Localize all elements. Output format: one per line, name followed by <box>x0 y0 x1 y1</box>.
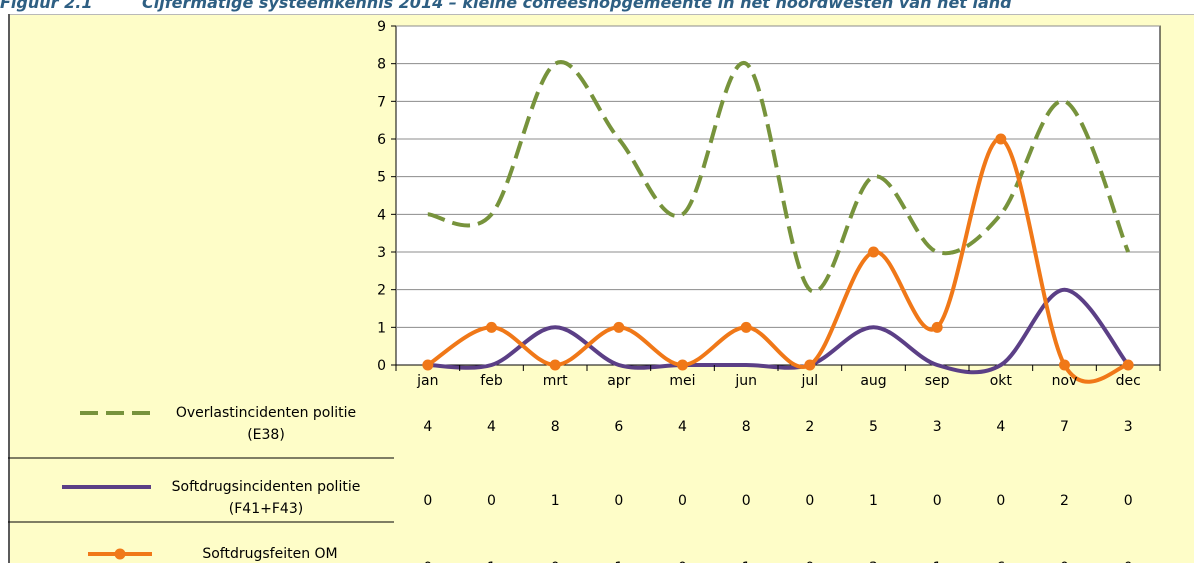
legend-sublabel: (F41+F43) <box>229 501 303 517</box>
table-cell: 0 <box>614 493 623 509</box>
series-marker-2 <box>804 359 816 371</box>
data-table: Overlastincidenten politie (E38) 4 4 8 6 4 8 2 5 3… <box>8 405 1133 563</box>
series-marker-2 <box>995 133 1007 145</box>
series-line-1 <box>427 287 1130 375</box>
series-marker-2 <box>422 359 434 371</box>
figure-number: Figuur 2.1 <box>0 0 93 12</box>
series-lines <box>426 60 1131 384</box>
panel-top-rule <box>8 14 1194 15</box>
table-cell: 4 <box>423 419 432 435</box>
table-cell: 1 <box>487 560 496 563</box>
y-tick-label: 1 <box>377 320 386 336</box>
table-cell: 3 <box>1124 419 1133 435</box>
x-tick-label: nov <box>1052 373 1078 389</box>
table-cell: 7 <box>1060 419 1069 435</box>
series-line-2 <box>426 137 1129 384</box>
table-cell: 1 <box>614 560 623 563</box>
series-marker-2 <box>486 321 497 333</box>
legend-label: Overlastincidenten politie <box>176 405 356 421</box>
table-cell: 3 <box>933 419 942 435</box>
table-cell: 4 <box>996 419 1005 435</box>
series-marker-2 <box>677 359 688 371</box>
table-cell: 1 <box>742 560 751 563</box>
table-cell: 0 <box>996 493 1005 509</box>
legend-sublabel: (E38) <box>247 427 285 443</box>
gridlines <box>396 25 1160 328</box>
x-tick-label: okt <box>990 373 1013 389</box>
table-cell: 0 <box>805 493 814 509</box>
table-cell: 0 <box>1060 560 1069 563</box>
table-cell: 0 <box>423 560 432 563</box>
x-tick-label: mrt <box>543 373 568 389</box>
y-tick-label: 6 <box>377 132 386 148</box>
series-marker-2 <box>1122 359 1134 371</box>
y-tick-label: 3 <box>377 245 386 261</box>
figure-caption: Figuur 2.1 Cijfermatige systeemkennis 201… <box>0 0 1198 15</box>
x-tick-label: feb <box>480 373 503 389</box>
table-cell: 2 <box>805 419 814 435</box>
table-cell: 1 <box>933 560 942 563</box>
series-marker-2 <box>931 321 943 333</box>
table-cell: 0 <box>1124 560 1133 563</box>
legend-marker-2 <box>114 548 126 560</box>
x-tick-label: sep <box>925 373 950 389</box>
table-cell: 0 <box>805 560 814 563</box>
x-tick-label: mei <box>669 373 695 389</box>
series-marker-2 <box>613 321 625 333</box>
table-cell: 6 <box>614 419 623 435</box>
y-tick-label: 8 <box>377 57 386 73</box>
series-marker-2 <box>740 321 752 333</box>
legend-label: Softdrugsincidenten politie <box>172 479 361 495</box>
table-cell: 6 <box>996 560 1005 563</box>
y-tick-label: 7 <box>377 94 386 110</box>
table-cell: 0 <box>487 493 496 509</box>
x-tick-label: jun <box>734 373 757 389</box>
plot-area <box>395 25 1161 366</box>
y-tick-label: 4 <box>377 207 386 223</box>
table-cell: 0 <box>423 493 432 509</box>
table-cell: 0 <box>551 560 560 563</box>
x-tick-label: apr <box>607 373 630 389</box>
x-tick-label: jan <box>416 373 438 389</box>
table-cell: 2 <box>1060 493 1069 509</box>
table-cell: 8 <box>742 419 751 435</box>
x-tick-label: jul <box>801 373 819 389</box>
table-cell: 0 <box>933 493 942 509</box>
y-axis: 0 1 2 3 4 5 6 7 8 9 <box>377 19 396 374</box>
table-cell: 0 <box>678 560 687 563</box>
legend-label: Softdrugsfeiten OM <box>202 546 337 562</box>
series-marker-2 <box>1059 359 1070 371</box>
y-tick-label: 5 <box>377 170 386 186</box>
table-cell: 8 <box>551 419 560 435</box>
table-cell: 3 <box>869 560 878 563</box>
y-tick-label: 9 <box>377 19 386 35</box>
series-marker-2 <box>868 246 879 258</box>
y-tick-label: 0 <box>377 358 386 374</box>
x-tick-label: dec <box>1116 373 1141 389</box>
table-cell: 1 <box>869 493 878 509</box>
table-cell: 4 <box>487 419 496 435</box>
panel-left-rule <box>8 14 10 563</box>
figure-caption-text: Cijfermatige systeemkennis 2014 – kleine… <box>142 0 1012 12</box>
series-markers <box>422 133 1134 371</box>
table-cell: 4 <box>678 419 687 435</box>
y-tick-label: 2 <box>377 283 386 299</box>
table-cell: 1 <box>551 493 560 509</box>
table-cell: 0 <box>742 493 751 509</box>
x-axis: jan feb mrt apr mei jun jul aug sep okt nov dec <box>395 365 1161 389</box>
table-cell: 0 <box>1124 493 1133 509</box>
table-cell: 0 <box>678 493 687 509</box>
table-cell: 5 <box>869 419 878 435</box>
series-marker-2 <box>549 359 561 371</box>
x-tick-label: aug <box>860 373 886 389</box>
